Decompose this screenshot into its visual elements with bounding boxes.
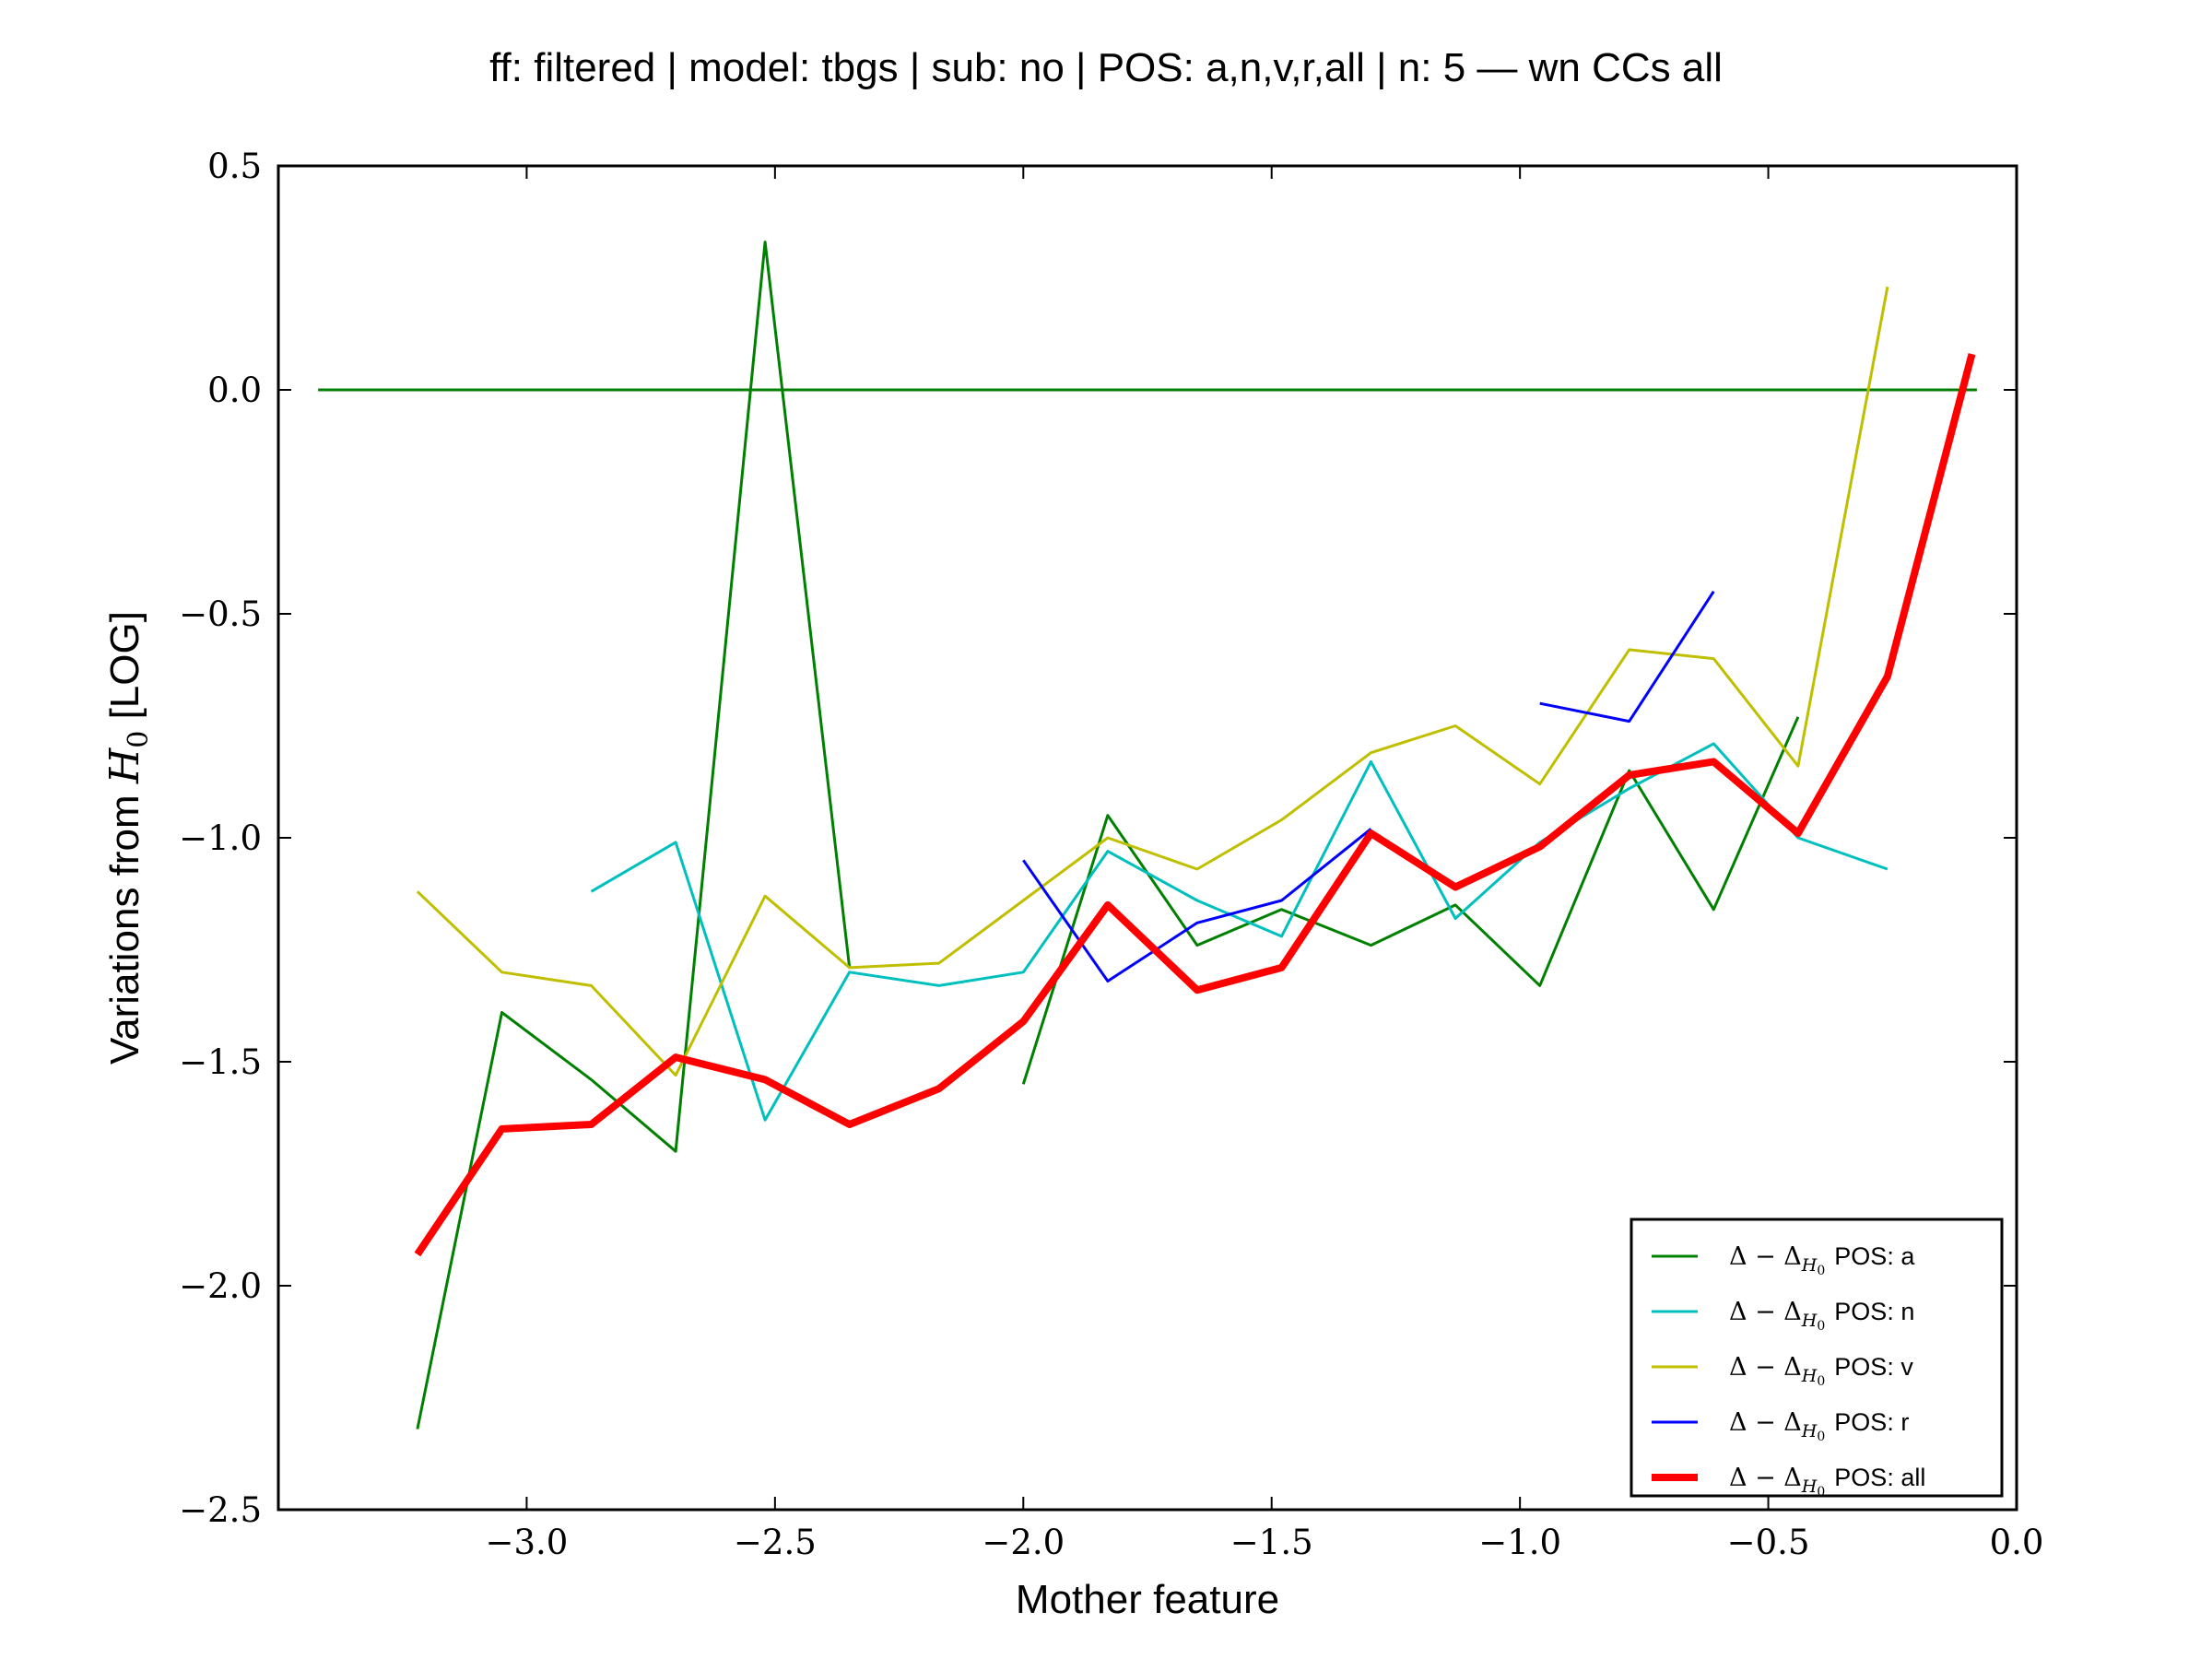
- y-tick-label: −1.0: [179, 818, 262, 858]
- y-tick-label: 0.5: [207, 147, 262, 186]
- legend-entry-label: Δ − ΔH0POS: n: [1729, 1298, 1914, 1334]
- legend: Δ − ΔH0POS: a Δ − ΔH0POS: n Δ − ΔH0POS: v Δ…: [1630, 1218, 2004, 1500]
- series-line-pos-r-segment-1: [1022, 828, 1372, 982]
- series-line-pos-n-segment-1: [590, 742, 1888, 1122]
- axis-ticks: −3.0 −2.5 −2.0 −1.5 −1.0 −0.5 0.0 0.5 0.0 −0.5 −1.…: [179, 147, 2043, 1562]
- x-tick-label: −3.0: [485, 1523, 568, 1562]
- legend-entry-label: Δ − ΔH0POS: all: [1729, 1464, 1925, 1500]
- y-axis-label-subscript: 0: [123, 731, 155, 748]
- y-axis-label-suffix: [LOG]: [102, 611, 147, 731]
- x-tick-label: −2.5: [734, 1523, 817, 1562]
- y-tick-label: 0.0: [207, 371, 262, 410]
- legend-entry-label: Δ − ΔH0POS: r: [1729, 1408, 1909, 1444]
- y-axis-label-prefix: Variations from: [102, 783, 147, 1065]
- y-tick-label: −2.0: [179, 1266, 262, 1306]
- x-axis-label: Mother feature: [1016, 1577, 1279, 1622]
- x-tick-label: −2.0: [982, 1523, 1065, 1562]
- y-tick-label: −0.5: [179, 594, 262, 634]
- chart-title: ff: filtered | model: tbgs | sub: no | P…: [489, 45, 1723, 90]
- legend-entry-label: Δ − ΔH0POS: v: [1729, 1353, 1913, 1389]
- series-line-pos-r-segment-2: [1539, 590, 1715, 724]
- plot-area: [318, 241, 1977, 1430]
- y-tick-label: −1.5: [179, 1042, 262, 1082]
- y-axis-label: Variations from H0 [LOG]: [101, 611, 155, 1065]
- series-line-pos-all-segment-1: [414, 353, 1976, 1257]
- y-axis-label-symbol: H: [101, 747, 148, 784]
- legend-entry-label: Δ − ΔH0POS: a: [1729, 1242, 1915, 1278]
- x-tick-label: 0.0: [1990, 1523, 2044, 1562]
- legend-frame: [1630, 1218, 2004, 1498]
- x-tick-label: −1.5: [1230, 1523, 1313, 1562]
- x-tick-label: −0.5: [1727, 1523, 1810, 1562]
- series-line-pos-a-segment-1: [416, 241, 852, 1430]
- series-line-pos-a-segment-2: [1021, 716, 1800, 1085]
- x-tick-label: −1.0: [1478, 1523, 1561, 1562]
- y-tick-label: −2.5: [179, 1490, 262, 1530]
- series-line-pos-v-segment-1: [416, 286, 1889, 1077]
